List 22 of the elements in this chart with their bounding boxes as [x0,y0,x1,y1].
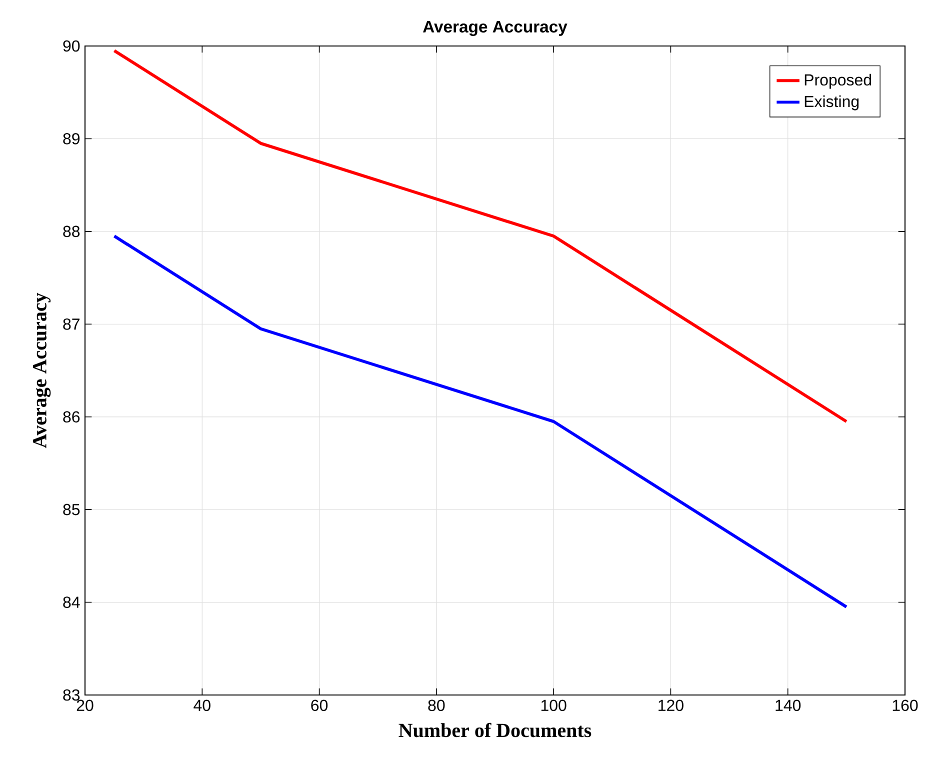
y-tick-label: 88 [63,226,80,238]
line-series [112,234,848,608]
y-tick-label: 87 [63,318,80,330]
y-tick-label: 83 [63,689,80,701]
x-tick-label: 100 [541,700,566,712]
y-tick-label: 86 [63,411,80,423]
legend-label: Proposed [804,74,872,89]
x-tick-label: 160 [892,700,918,712]
legend-label: Existing [804,95,859,110]
y-tick-label: 89 [63,133,80,144]
x-tick-label: 20 [76,700,94,712]
chart-title: Average Accuracy [423,20,568,36]
y-tick-label: 85 [63,504,80,516]
y-axis-title: Average Accuracy [33,292,51,448]
x-tick-label: 120 [658,700,684,712]
x-tick-label: 40 [194,700,210,712]
y-tick-label: 84 [63,596,80,608]
x-axis-title: Number of Documents [398,722,592,738]
x-tick-label: 60 [311,700,328,712]
x-tick-label: 140 [776,700,801,712]
y-tick-label: 90 [63,40,80,52]
x-tick-label: 80 [428,700,445,712]
